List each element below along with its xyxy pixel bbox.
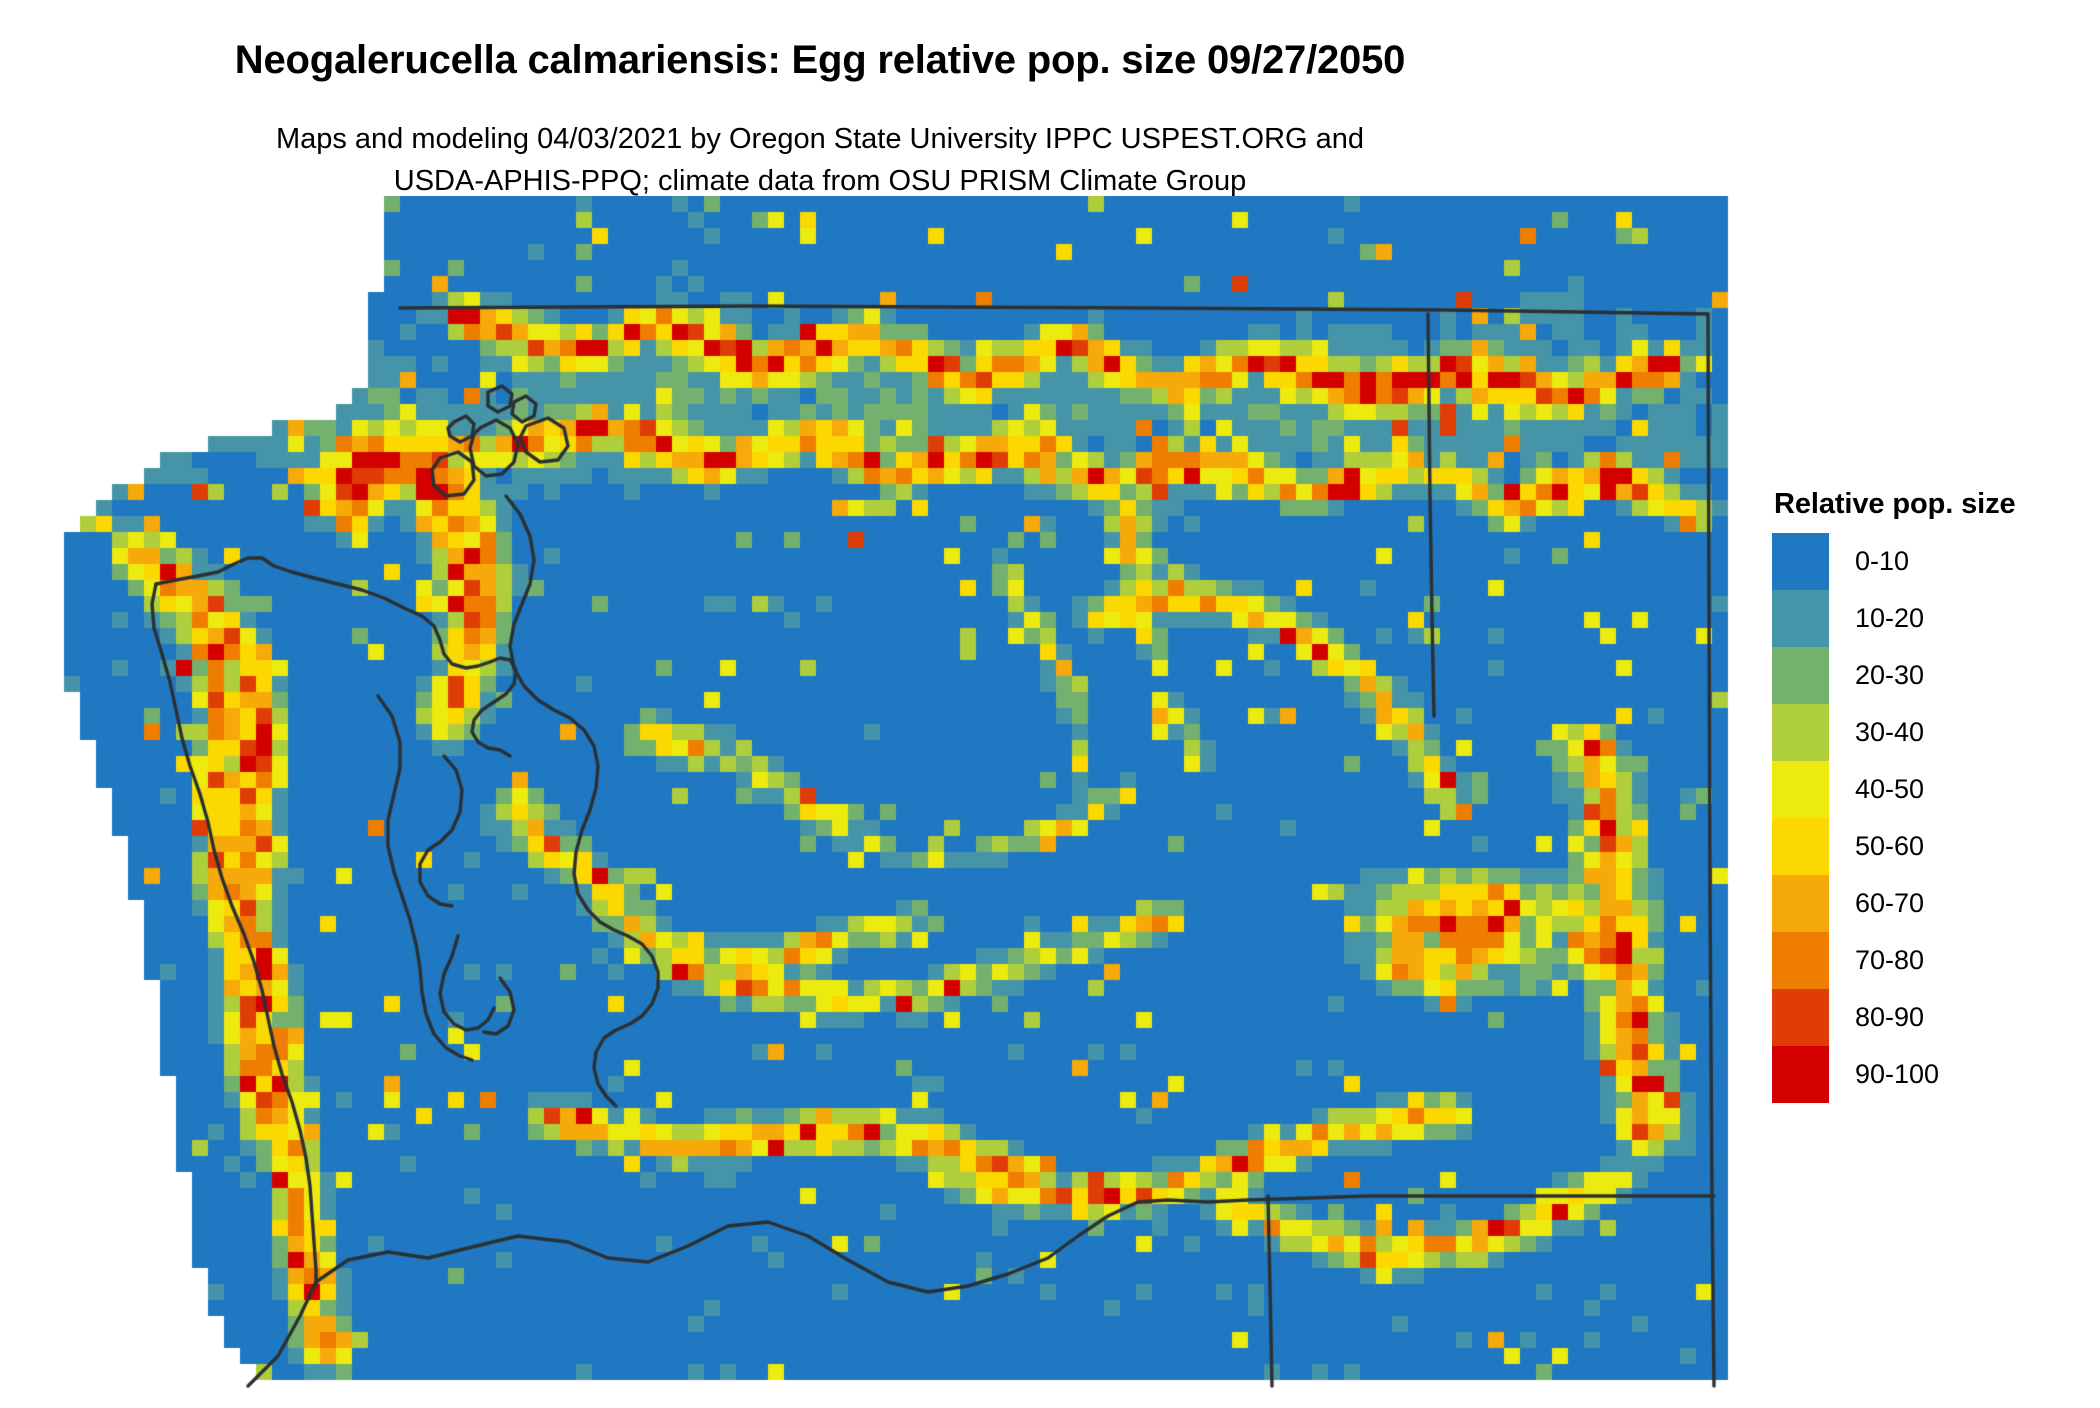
legend-label: 60-70: [1855, 888, 1925, 918]
legend-label: 70-80: [1855, 945, 1925, 975]
legend-item: 30-40: [1772, 704, 2072, 761]
legend-label: 30-40: [1855, 717, 1925, 747]
map-panel: [48, 196, 1738, 1392]
legend-swatch: [1772, 533, 1829, 590]
legend-title: Relative pop. size: [1774, 488, 2016, 520]
legend-label: 90-100: [1855, 1059, 1940, 1089]
legend-label: 40-50: [1855, 774, 1925, 804]
legend-label: 10-20: [1855, 603, 1925, 633]
legend-item: 70-80: [1772, 932, 2072, 989]
legend-item: 0-10: [1772, 533, 2072, 590]
legend-item: 40-50: [1772, 761, 2072, 818]
legend-item: 10-20: [1772, 590, 2072, 647]
legend-item: 80-90: [1772, 989, 2072, 1046]
legend-swatch: [1772, 647, 1829, 704]
state-county-boundary-overlay: [48, 196, 1738, 1392]
legend-item: 60-70: [1772, 875, 2072, 932]
legend-label: 0-10: [1855, 546, 1910, 576]
legend-swatch: [1772, 1046, 1829, 1103]
legend-label: 50-60: [1855, 831, 1925, 861]
legend-swatch: [1772, 704, 1829, 761]
legend-label: 80-90: [1855, 1002, 1925, 1032]
page-subtitle: Maps and modeling 04/03/2021 by Oregon S…: [0, 118, 1640, 202]
legend-item: 20-30: [1772, 647, 2072, 704]
legend-item: 90-100: [1772, 1046, 2072, 1103]
legend-swatch: [1772, 761, 1829, 818]
legend-swatch: [1772, 932, 1829, 989]
legend-label: 20-30: [1855, 660, 1925, 690]
subtitle-line-1: Maps and modeling 04/03/2021 by Oregon S…: [275, 123, 1365, 155]
legend-swatch: [1772, 875, 1829, 932]
legend-item: 50-60: [1772, 818, 2072, 875]
legend-swatch: [1772, 818, 1829, 875]
legend-items: 0-10 10-20 20-30 30-40 40-50 50-60 60-70 70-80 8…: [1772, 533, 2072, 1103]
page-title: Neogalerucella calmariensis: Egg relativ…: [234, 38, 1406, 82]
legend-swatch: [1772, 590, 1829, 647]
subtitle-line-2: USDA-APHIS-PPQ; climate data from OSU PR…: [393, 165, 1247, 198]
legend-swatch: [1772, 989, 1829, 1046]
legend: Relative pop. size 0-10 10-20 20-30 30-40 40…: [1772, 488, 2072, 1103]
